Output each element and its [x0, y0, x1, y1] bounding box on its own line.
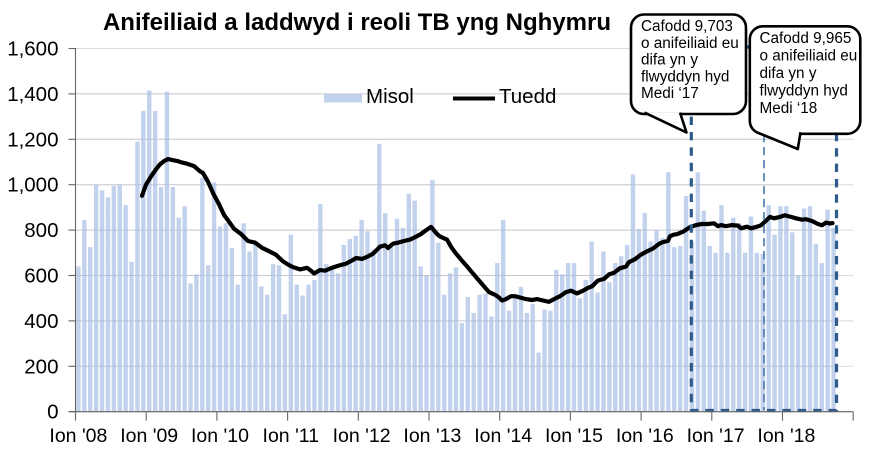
svg-text:Ion '11: Ion '11 [263, 425, 320, 447]
svg-text:o anifeiliaid eu: o anifeiliaid eu [760, 48, 858, 65]
svg-text:Medi ‘18: Medi ‘18 [760, 100, 818, 117]
svg-text:Ion '13: Ion '13 [403, 425, 461, 447]
svg-text:Ion '14: Ion '14 [474, 425, 532, 447]
svg-text:Ion '17: Ion '17 [687, 425, 745, 447]
svg-text:Anifeiliaid a laddwyd i reoli: Anifeiliaid a laddwyd i reoli TB yng Ngh… [103, 9, 611, 36]
svg-text:Ion '15: Ion '15 [545, 425, 603, 447]
svg-text:o anifeiliaid eu: o anifeiliaid eu [641, 35, 739, 52]
svg-text:Ion '08: Ion '08 [49, 425, 107, 447]
svg-text:Ion '12: Ion '12 [333, 425, 391, 447]
svg-text:Ion '16: Ion '16 [616, 425, 674, 447]
svg-text:Ion '09: Ion '09 [120, 425, 178, 447]
svg-text:800: 800 [24, 219, 58, 242]
svg-text:flwyddyn hyd: flwyddyn hyd [641, 68, 729, 85]
svg-text:600: 600 [24, 265, 58, 288]
svg-text:1,600: 1,600 [7, 38, 58, 61]
svg-text:flwyddyn hyd: flwyddyn hyd [760, 83, 848, 100]
svg-text:difa yn y: difa yn y [641, 52, 698, 69]
svg-text:Ion '18: Ion '18 [757, 425, 815, 447]
svg-text:1,400: 1,400 [7, 83, 58, 106]
svg-text:difa yn y: difa yn y [760, 65, 817, 82]
svg-text:0: 0 [47, 401, 58, 424]
svg-text:400: 400 [24, 310, 58, 333]
svg-text:Ion '10: Ion '10 [191, 425, 249, 447]
svg-text:Medi ‘17: Medi ‘17 [641, 85, 699, 102]
svg-text:Cafodd 9,965: Cafodd 9,965 [760, 30, 852, 47]
svg-text:1,200: 1,200 [7, 128, 58, 151]
svg-text:Cafodd 9,703: Cafodd 9,703 [641, 18, 733, 35]
svg-text:Tuedd: Tuedd [499, 85, 556, 108]
svg-text:200: 200 [24, 355, 58, 378]
svg-text:Misol: Misol [366, 85, 414, 108]
svg-text:1,000: 1,000 [7, 174, 58, 197]
